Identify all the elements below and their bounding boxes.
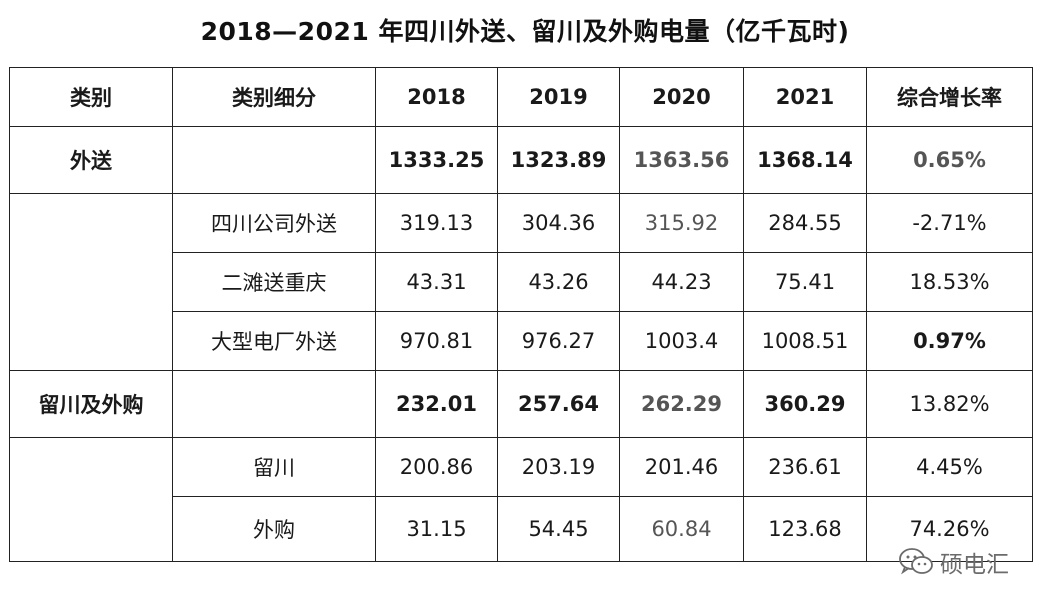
table-row: 大型电厂外送 970.81 976.27 1003.4 1008.51 0.97…: [10, 311, 1033, 371]
category-cell: [9, 437, 173, 562]
value-cell: 1003.4: [619, 311, 744, 371]
subcategory-cell: 四川公司外送: [172, 193, 376, 253]
header-cell: 2018: [375, 67, 498, 127]
header-cell: 综合增长率: [866, 67, 1033, 127]
value-cell: 60.84: [619, 496, 744, 562]
value-cell: 315.92: [619, 193, 744, 253]
electricity-table: 类别 类别细分 2018 2019 2020 2021 综合增长率 外送 133…: [9, 67, 1033, 562]
value-cell: 236.61: [743, 437, 867, 497]
value-cell: 75.41: [743, 252, 867, 312]
header-row: 类别 类别细分 2018 2019 2020 2021 综合增长率: [9, 67, 1033, 127]
value-cell: 44.23: [619, 252, 744, 312]
value-cell: 304.36: [497, 193, 620, 253]
table-row: 留川及外购 232.01 257.64 262.29 360.29 13.82%: [9, 370, 1033, 438]
value-cell: 31.15: [375, 496, 498, 562]
category-cell: 留川及外购: [9, 370, 173, 438]
table-row: 四川公司外送 319.13 304.36 315.92 284.55 -2.71…: [9, 193, 1033, 371]
header-cell: 2019: [497, 67, 620, 127]
category-cell: 外送: [9, 126, 173, 194]
watermark: 硕电汇: [898, 542, 1009, 582]
value-cell: 232.01: [375, 370, 498, 438]
value-cell: 319.13: [375, 193, 498, 253]
subcategory-cell: 外购: [172, 496, 376, 562]
value-cell: 43.31: [375, 252, 498, 312]
value-cell: 200.86: [375, 437, 498, 497]
value-cell: 1333.25: [375, 126, 498, 194]
page-title: 2018—2021 年四川外送、留川及外购电量（亿千瓦时): [200, 17, 850, 46]
value-cell: 262.29: [619, 370, 744, 438]
value-cell: 1363.56: [619, 126, 744, 194]
header-cell: 类别细分: [172, 67, 376, 127]
growth-cell: -2.71%: [866, 193, 1033, 253]
growth-cell: 0.65%: [866, 126, 1033, 194]
value-cell: 43.26: [497, 252, 620, 312]
value-cell: 284.55: [743, 193, 867, 253]
subcategory-cell: [172, 126, 376, 194]
value-cell: 54.45: [497, 496, 620, 562]
subcategory-cell: 二滩送重庆: [172, 252, 376, 312]
table-row: 留川 200.86 203.19 201.46 236.61 4.45%: [9, 437, 1033, 562]
growth-cell: 18.53%: [866, 252, 1033, 312]
header-cell: 2020: [619, 67, 744, 127]
subcategory-cell: 大型电厂外送: [172, 311, 376, 371]
growth-cell: 13.82%: [866, 370, 1033, 438]
table-row: 外送 1333.25 1323.89 1363.56 1368.14 0.65%: [9, 126, 1033, 194]
value-cell: 1008.51: [743, 311, 867, 371]
watermark-text: 硕电汇: [940, 552, 1009, 578]
wechat-icon: [898, 547, 934, 577]
value-cell: 123.68: [743, 496, 867, 562]
subcategory-cell: 留川: [172, 437, 376, 497]
value-cell: 203.19: [497, 437, 620, 497]
growth-cell: 0.97%: [866, 311, 1033, 371]
header-cell: 类别: [9, 67, 173, 127]
growth-cell: 4.45%: [866, 437, 1033, 497]
value-cell: 1368.14: [743, 126, 867, 194]
value-cell: 976.27: [497, 311, 620, 371]
value-cell: 970.81: [375, 311, 498, 371]
category-cell: [9, 193, 173, 371]
header-cell: 2021: [743, 67, 867, 127]
value-cell: 360.29: [743, 370, 867, 438]
value-cell: 201.46: [619, 437, 744, 497]
growth-cell: 74.26%: [866, 496, 1033, 562]
value-cell: 1323.89: [497, 126, 620, 194]
table-row: 外购 31.15 54.45 60.84 123.68 74.26%: [10, 496, 1033, 562]
value-cell: 257.64: [497, 370, 620, 438]
subcategory-cell: [172, 370, 376, 438]
